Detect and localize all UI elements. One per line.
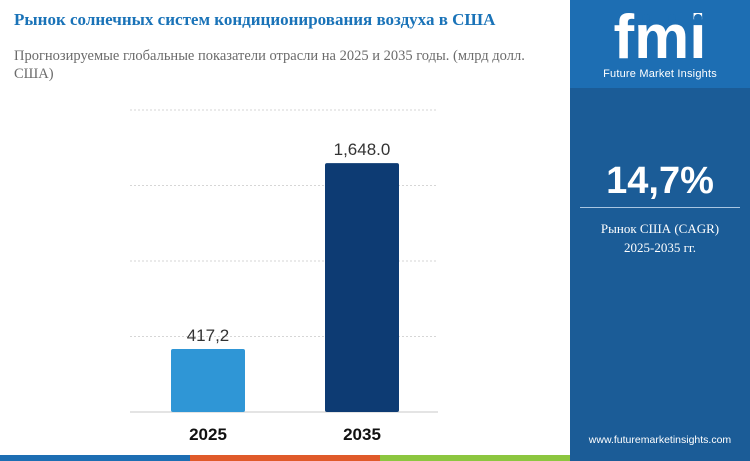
brand-name: Future Market Insights — [603, 68, 717, 80]
bar-chart: 417,2 2025 1,648.0 2035 — [130, 109, 438, 444]
logo-area: fmi Future Market Insights — [570, 0, 750, 88]
bottom-strip-segment-1 — [0, 455, 190, 461]
svg-text:fmi: fmi — [614, 6, 707, 68]
cagr-value: 14,7% — [606, 160, 714, 202]
bottom-strip-segment-3 — [380, 455, 570, 461]
chart-subtitle: Прогнозируемые глобальные показатели отр… — [14, 48, 525, 82]
website-link[interactable]: www.futuremarketinsights.com — [588, 434, 732, 446]
data-label-2025: 417,2 — [187, 326, 230, 345]
cagr-label-line1: Рынок США (CAGR) — [600, 221, 720, 236]
fmi-logo-icon: fmi — [614, 6, 707, 68]
divider — [580, 207, 740, 208]
data-label-2035: 1,648.0 — [334, 140, 391, 159]
x-tick-label-2035: 2035 — [343, 425, 381, 444]
bar-2035 — [325, 163, 399, 412]
bar-2025 — [171, 349, 245, 412]
sidebar-panel: fmi Future Market Insights 14,7% Рынок С… — [570, 0, 750, 461]
cagr-label-line2: 2025-2035 гг. — [623, 240, 697, 255]
bottom-strip-segment-2 — [190, 455, 380, 461]
chart-title: Рынок солнечных систем кондиционирования… — [14, 10, 496, 29]
cagr-label: Рынок США (CAGR) 2025-2035 гг. — [570, 219, 750, 257]
x-tick-label-2025: 2025 — [189, 425, 227, 444]
